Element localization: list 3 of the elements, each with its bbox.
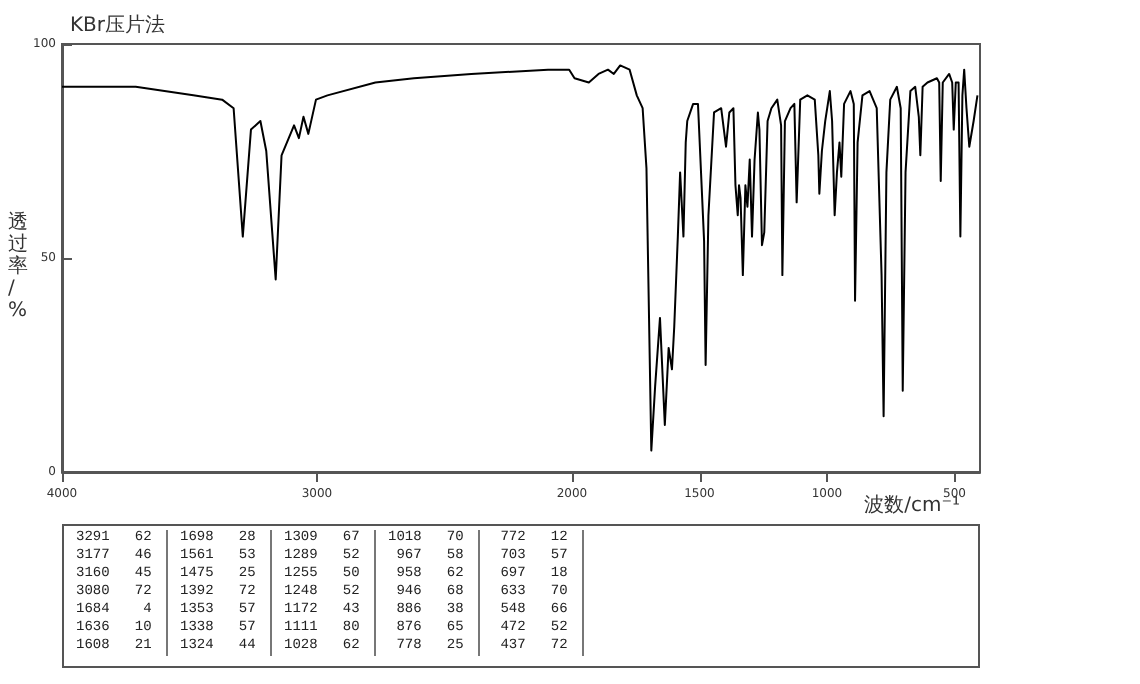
line-series — [61, 64, 979, 452]
chart-title: KBr压片法 — [70, 13, 166, 37]
y-axis-title: 透过率/% — [8, 210, 28, 322]
